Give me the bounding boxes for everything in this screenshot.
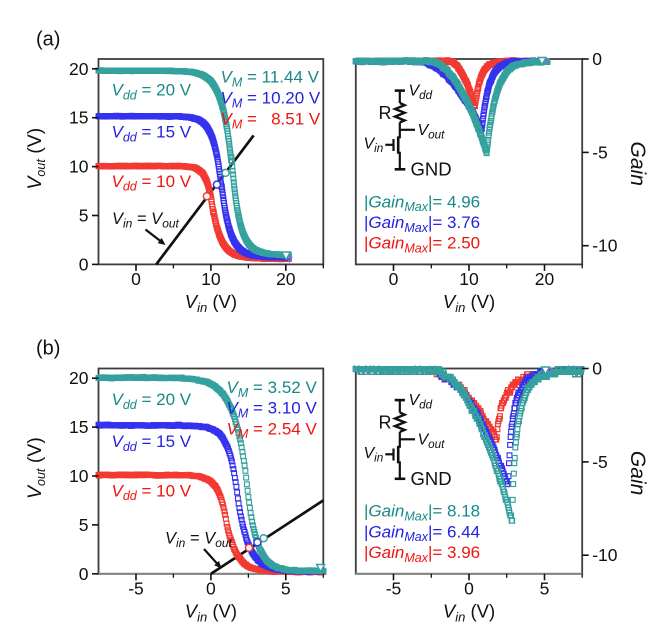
svg-text:|GainMax|= 3.96: |GainMax|= 3.96	[364, 543, 480, 565]
svg-text:20: 20	[69, 368, 89, 388]
svg-text:0: 0	[389, 269, 399, 289]
svg-text:10: 10	[69, 157, 89, 177]
svg-text:0: 0	[79, 564, 89, 584]
svg-text:-5: -5	[592, 142, 608, 162]
svg-text:GND: GND	[411, 468, 452, 489]
svg-text:R: R	[379, 413, 392, 433]
svg-text:-5: -5	[386, 578, 402, 598]
svg-text:|GainMax|= 8.18: |GainMax|= 8.18	[364, 502, 480, 524]
svg-text:(a): (a)	[36, 29, 60, 51]
svg-text:Gain: Gain	[626, 142, 649, 186]
svg-text:Vout (V): Vout (V)	[24, 437, 48, 499]
svg-text:Vin: Vin	[364, 136, 384, 156]
svg-text:-5: -5	[128, 578, 144, 598]
svg-text:5: 5	[79, 515, 89, 535]
svg-text:10: 10	[201, 269, 221, 289]
svg-text:0: 0	[464, 578, 474, 598]
svg-text:Vin (V): Vin (V)	[185, 600, 237, 624]
svg-text:Vin: Vin	[364, 445, 384, 465]
svg-text:Vdd = 15 V: Vdd = 15 V	[112, 123, 192, 145]
svg-text:5: 5	[540, 578, 550, 598]
svg-text:-5: -5	[592, 452, 608, 472]
svg-text:VM = 10.20 V: VM = 10.20 V	[221, 89, 321, 111]
svg-text:Vin = Vout: Vin = Vout	[112, 210, 180, 231]
svg-text:0: 0	[131, 269, 141, 289]
svg-text:VM = 2.54 V: VM = 2.54 V	[227, 419, 318, 441]
svg-text:0: 0	[592, 359, 602, 379]
svg-text:VM = 3.52 V: VM = 3.52 V	[227, 378, 318, 400]
svg-text:20: 20	[535, 269, 555, 289]
svg-text:5: 5	[79, 206, 89, 226]
svg-text:10: 10	[459, 269, 479, 289]
svg-text:Vout: Vout	[418, 122, 446, 142]
svg-text:15: 15	[69, 417, 88, 437]
svg-text:Vout (V): Vout (V)	[24, 128, 48, 190]
svg-text:15: 15	[69, 108, 88, 128]
svg-text:|GainMax|= 3.76: |GainMax|= 3.76	[364, 213, 480, 235]
svg-text:VM = 8.51 V: VM = 8.51 V	[221, 110, 321, 132]
svg-text:|GainMax|= 6.44: |GainMax|= 6.44	[364, 522, 480, 544]
svg-text:GND: GND	[411, 158, 452, 179]
svg-text:5: 5	[281, 578, 291, 598]
svg-text:0: 0	[592, 49, 602, 69]
svg-text:Vin (V): Vin (V)	[185, 291, 237, 315]
svg-text:Vin (V): Vin (V)	[443, 600, 495, 624]
svg-text:Vdd = 10 V: Vdd = 10 V	[112, 172, 192, 194]
svg-text:VM = 11.44 V: VM = 11.44 V	[221, 68, 320, 90]
svg-text:VM = 3.10 V: VM = 3.10 V	[227, 399, 318, 421]
svg-text:(b): (b)	[36, 338, 60, 360]
svg-text:Vdd: Vdd	[409, 83, 433, 103]
svg-text:-10: -10	[592, 545, 618, 565]
svg-text:20: 20	[69, 59, 89, 79]
svg-text:Vdd = 20 V: Vdd = 20 V	[112, 390, 192, 412]
svg-text:20: 20	[276, 269, 296, 289]
svg-text:|GainMax|= 2.50: |GainMax|= 2.50	[364, 234, 480, 256]
svg-text:-10: -10	[592, 236, 618, 256]
svg-text:0: 0	[79, 254, 89, 274]
svg-text:Vdd = 20 V: Vdd = 20 V	[112, 81, 192, 103]
svg-text:Gain: Gain	[626, 451, 649, 495]
svg-text:Vin = Vout: Vin = Vout	[165, 530, 233, 551]
svg-text:Vdd: Vdd	[409, 392, 433, 412]
svg-text:Vin (V): Vin (V)	[443, 291, 495, 315]
svg-text:10: 10	[69, 466, 89, 486]
svg-text:Vout: Vout	[418, 432, 446, 452]
svg-text:Vdd = 10 V: Vdd = 10 V	[112, 481, 192, 503]
svg-text:0: 0	[206, 578, 216, 598]
svg-text:Vdd = 15 V: Vdd = 15 V	[112, 432, 192, 454]
svg-text:|GainMax|= 4.96: |GainMax|= 4.96	[364, 192, 480, 214]
svg-text:R: R	[379, 103, 392, 123]
